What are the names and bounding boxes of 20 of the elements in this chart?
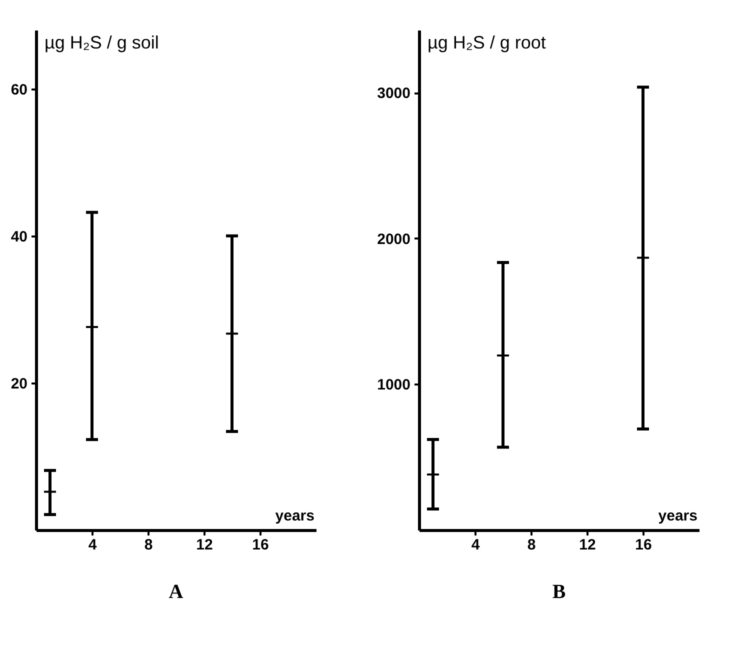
- y-tick-label: 2000: [377, 230, 410, 248]
- x-axis-title: years: [275, 508, 314, 524]
- y-tick-label: 40: [10, 228, 28, 246]
- y-axis-title: µg H₂S / g root: [428, 32, 546, 52]
- x-tick-label: 16: [252, 536, 269, 554]
- text: A: [168, 581, 184, 603]
- x-tick-label: 8: [144, 536, 153, 554]
- x-tick-label: 8: [527, 536, 536, 554]
- x-tick-label: 12: [196, 536, 213, 554]
- y-tick-label: 1000: [377, 376, 410, 394]
- y-tick-label: 3000: [377, 85, 410, 102]
- x-axis-title: years: [658, 508, 698, 524]
- y-tick-label: 60: [10, 81, 28, 98]
- x-tick-label: 4: [88, 536, 98, 554]
- x-tick-label: 12: [579, 536, 596, 554]
- text: B: [552, 581, 566, 603]
- y-axis-title: µg H₂S / g soil: [44, 32, 159, 52]
- x-tick-label: 4: [471, 536, 480, 554]
- x-tick-label: 16: [635, 536, 652, 554]
- y-tick-label: 20: [10, 375, 28, 392]
